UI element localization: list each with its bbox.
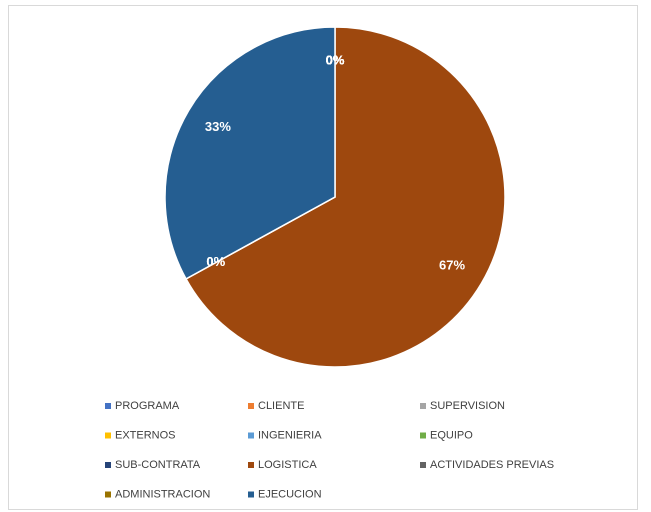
legend-label: EXTERNOS	[115, 429, 176, 441]
legend-label: ACTIVIDADES PREVIAS	[430, 459, 554, 471]
data-label: 33%	[205, 119, 231, 134]
legend-swatch	[248, 403, 254, 409]
legend-label: INGENIERIA	[258, 429, 322, 441]
legend-swatch	[420, 432, 426, 439]
legend-swatch	[420, 462, 426, 468]
data-label: 0%	[326, 52, 345, 67]
data-label: 0%	[206, 254, 225, 269]
legend-swatch	[248, 491, 254, 498]
data-label: 0%	[326, 52, 345, 67]
data-label: 0%	[326, 52, 345, 67]
pie-slice	[185, 26, 506, 368]
legend-label: PROGRAMA	[115, 400, 180, 412]
legend-label: EJECUCION	[258, 488, 322, 500]
legend-swatch	[105, 462, 111, 468]
legend-label: SUB-CONTRATA	[115, 459, 201, 471]
legend-swatch	[105, 432, 111, 439]
data-label: 0%	[206, 254, 225, 269]
legend-label: SUPERVISION	[430, 400, 505, 412]
legend-label: CLIENTE	[258, 400, 304, 412]
legend-swatch	[248, 462, 254, 468]
data-label: 0%	[326, 52, 345, 67]
data-label: 67%	[439, 258, 465, 273]
legend-label: ADMINISTRACION	[115, 488, 210, 500]
data-label: 0%	[326, 52, 345, 67]
pie-slice	[164, 26, 336, 280]
data-label: 0%	[326, 52, 345, 67]
data-label: 0%	[326, 52, 345, 67]
legend-label: LOGISTICA	[258, 459, 317, 471]
legend-swatch	[420, 403, 426, 409]
legend-swatch	[105, 491, 111, 498]
legend-label: EQUIPO	[430, 429, 473, 441]
legend-swatch	[248, 432, 254, 439]
legend-swatch	[105, 403, 111, 409]
